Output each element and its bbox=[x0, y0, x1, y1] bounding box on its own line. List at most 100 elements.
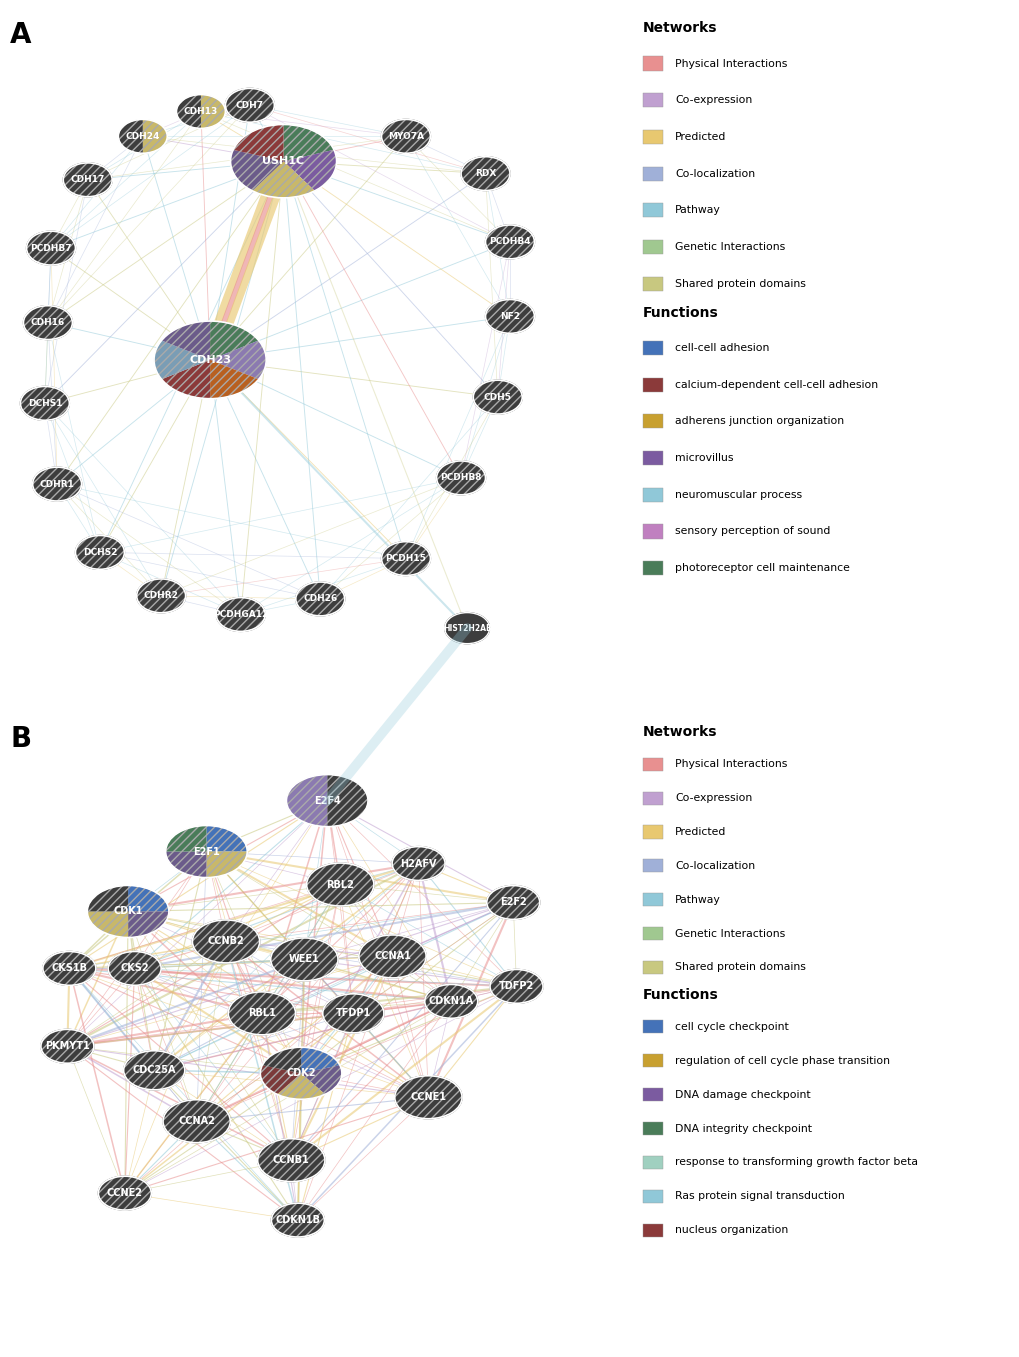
Text: TDFP2: TDFP2 bbox=[498, 981, 534, 992]
Wedge shape bbox=[128, 912, 169, 938]
Text: DCHS1: DCHS1 bbox=[28, 399, 62, 408]
Text: CKS1B: CKS1B bbox=[51, 963, 88, 973]
Wedge shape bbox=[277, 1073, 325, 1099]
Text: MYO7A: MYO7A bbox=[387, 132, 424, 141]
Wedge shape bbox=[161, 322, 210, 360]
Circle shape bbox=[307, 863, 374, 906]
FancyBboxPatch shape bbox=[642, 825, 662, 839]
Text: Co-localization: Co-localization bbox=[675, 168, 755, 179]
FancyBboxPatch shape bbox=[642, 524, 662, 539]
Circle shape bbox=[228, 992, 296, 1035]
Text: Networks: Networks bbox=[642, 725, 716, 740]
Text: Ras protein signal transduction: Ras protein signal transduction bbox=[675, 1191, 844, 1201]
Circle shape bbox=[394, 1076, 462, 1118]
Circle shape bbox=[123, 1050, 184, 1090]
Text: PKMYT1: PKMYT1 bbox=[45, 1041, 90, 1052]
Text: RBL1: RBL1 bbox=[248, 1008, 275, 1018]
Text: H2AFV: H2AFV bbox=[400, 859, 436, 868]
FancyBboxPatch shape bbox=[642, 167, 662, 180]
Circle shape bbox=[485, 225, 534, 259]
Wedge shape bbox=[327, 775, 368, 826]
Text: CDC25A: CDC25A bbox=[132, 1065, 176, 1075]
Text: neuromuscular process: neuromuscular process bbox=[675, 490, 802, 499]
Text: CCNE1: CCNE1 bbox=[410, 1092, 446, 1102]
Circle shape bbox=[225, 88, 274, 122]
FancyBboxPatch shape bbox=[642, 57, 662, 71]
FancyBboxPatch shape bbox=[642, 893, 662, 906]
Text: CCNA2: CCNA2 bbox=[178, 1117, 215, 1126]
FancyBboxPatch shape bbox=[642, 94, 662, 107]
FancyBboxPatch shape bbox=[642, 377, 662, 392]
Circle shape bbox=[63, 163, 112, 197]
Wedge shape bbox=[143, 119, 167, 153]
Text: B: B bbox=[10, 725, 32, 753]
Text: CKS2: CKS2 bbox=[120, 963, 149, 973]
Circle shape bbox=[43, 951, 96, 985]
Circle shape bbox=[381, 119, 430, 153]
Wedge shape bbox=[206, 825, 247, 852]
Circle shape bbox=[258, 1139, 325, 1182]
Circle shape bbox=[33, 467, 82, 501]
Text: USH1C: USH1C bbox=[262, 156, 305, 166]
Text: TFDP1: TFDP1 bbox=[335, 1008, 371, 1018]
FancyBboxPatch shape bbox=[642, 1190, 662, 1202]
Text: PCDH15: PCDH15 bbox=[385, 554, 426, 563]
Wedge shape bbox=[301, 1065, 341, 1094]
Text: CDH17: CDH17 bbox=[70, 175, 105, 185]
FancyBboxPatch shape bbox=[642, 927, 662, 940]
Circle shape bbox=[163, 1099, 230, 1143]
Text: Functions: Functions bbox=[642, 305, 717, 320]
Wedge shape bbox=[230, 149, 283, 191]
Text: Pathway: Pathway bbox=[675, 894, 720, 905]
Circle shape bbox=[424, 984, 477, 1018]
Text: Co-expression: Co-expression bbox=[675, 95, 752, 106]
FancyBboxPatch shape bbox=[642, 414, 662, 429]
Text: Pathway: Pathway bbox=[675, 205, 720, 216]
FancyBboxPatch shape bbox=[642, 277, 662, 290]
Circle shape bbox=[473, 380, 522, 414]
FancyBboxPatch shape bbox=[642, 1088, 662, 1101]
Text: CCNB1: CCNB1 bbox=[273, 1155, 310, 1166]
Wedge shape bbox=[128, 885, 169, 912]
Text: CDKN1A: CDKN1A bbox=[428, 996, 474, 1007]
Text: PCDHB7: PCDHB7 bbox=[31, 244, 71, 252]
FancyBboxPatch shape bbox=[642, 1224, 662, 1236]
Wedge shape bbox=[201, 95, 225, 129]
FancyBboxPatch shape bbox=[642, 791, 662, 805]
Text: DNA integrity checkpoint: DNA integrity checkpoint bbox=[675, 1124, 811, 1133]
Text: CCNE2: CCNE2 bbox=[107, 1189, 143, 1198]
Text: cell-cell adhesion: cell-cell adhesion bbox=[675, 343, 769, 353]
Text: Predicted: Predicted bbox=[675, 132, 726, 142]
Text: WEE1: WEE1 bbox=[288, 954, 319, 965]
Text: nucleus organization: nucleus organization bbox=[675, 1225, 788, 1235]
FancyBboxPatch shape bbox=[642, 859, 662, 873]
Circle shape bbox=[23, 305, 72, 339]
Wedge shape bbox=[88, 885, 128, 912]
Wedge shape bbox=[283, 149, 336, 191]
Wedge shape bbox=[233, 125, 283, 161]
FancyBboxPatch shape bbox=[642, 240, 662, 254]
FancyBboxPatch shape bbox=[642, 757, 662, 771]
Circle shape bbox=[98, 1177, 151, 1210]
Wedge shape bbox=[118, 119, 143, 153]
Text: CDH16: CDH16 bbox=[31, 318, 65, 327]
FancyBboxPatch shape bbox=[642, 341, 662, 356]
Wedge shape bbox=[165, 825, 206, 852]
Wedge shape bbox=[262, 1048, 301, 1073]
FancyBboxPatch shape bbox=[642, 961, 662, 974]
Text: E2F4: E2F4 bbox=[314, 795, 340, 806]
Circle shape bbox=[489, 969, 542, 1003]
Text: Co-localization: Co-localization bbox=[675, 860, 755, 871]
Text: Physical Interactions: Physical Interactions bbox=[675, 760, 787, 769]
Circle shape bbox=[26, 231, 75, 265]
Text: response to transforming growth factor beta: response to transforming growth factor b… bbox=[675, 1158, 917, 1167]
Text: CCNA1: CCNA1 bbox=[374, 951, 411, 961]
Circle shape bbox=[461, 156, 510, 190]
Circle shape bbox=[436, 461, 485, 495]
Text: calcium-dependent cell-cell adhesion: calcium-dependent cell-cell adhesion bbox=[675, 380, 877, 389]
Circle shape bbox=[391, 847, 444, 881]
FancyBboxPatch shape bbox=[642, 1122, 662, 1134]
Text: CCNB2: CCNB2 bbox=[208, 936, 245, 946]
Text: microvillus: microvillus bbox=[675, 453, 733, 463]
Text: cell cycle checkpoint: cell cycle checkpoint bbox=[675, 1022, 789, 1031]
